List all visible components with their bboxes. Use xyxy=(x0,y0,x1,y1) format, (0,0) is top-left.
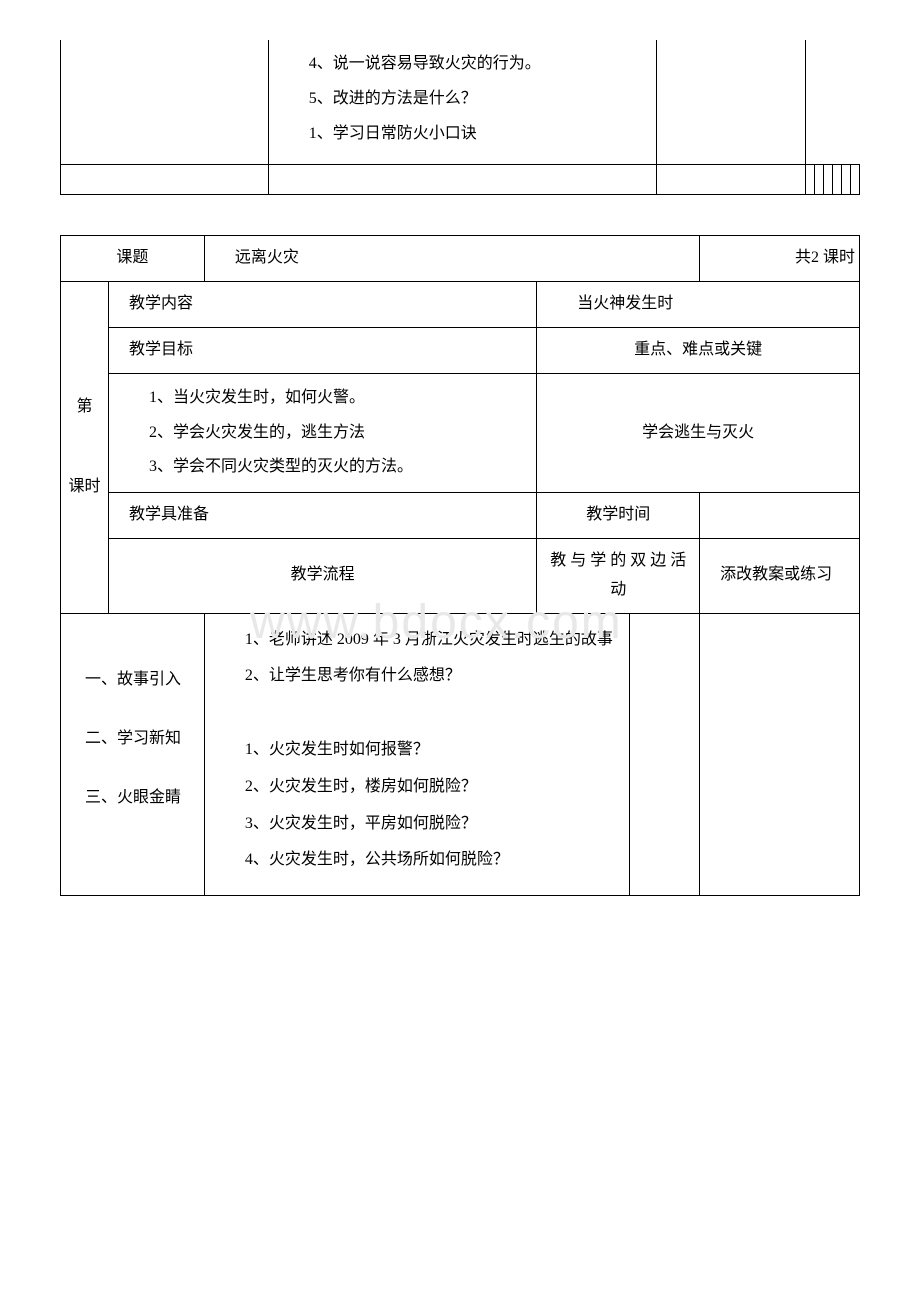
activity-blank xyxy=(213,699,621,728)
topic-value: 远离火灾 xyxy=(204,236,699,282)
period-label-1: 第 xyxy=(76,398,92,415)
materials-label: 教学具准备 xyxy=(108,493,536,539)
narrow-4 xyxy=(805,165,814,195)
narrow-3 xyxy=(657,165,806,195)
notes-cell-1 xyxy=(629,613,699,896)
notes-cell-2 xyxy=(700,613,860,896)
flow-sections-cell: 一、故事引入 二、学习新知 三、火眼金睛 xyxy=(61,613,205,896)
section-2: 二、学习新知 xyxy=(69,725,196,754)
activity-1: 1、老师讲述 2009 年 3 月浙江火灾发生时逃生的故事 xyxy=(213,626,621,655)
goal-label: 教学目标 xyxy=(108,327,536,373)
activity-4: 2、火灾发生时，楼房如何脱险？ xyxy=(213,773,621,802)
narrow-2 xyxy=(268,165,656,195)
content-label: 教学内容 xyxy=(108,282,536,328)
top-line-4: 1、学习日常防火小口诀 xyxy=(277,120,648,149)
top-empty-left xyxy=(61,40,269,165)
time-label: 教学时间 xyxy=(537,493,700,539)
time-value xyxy=(700,493,860,539)
topic-label: 课题 xyxy=(61,236,205,282)
period-vertical-cell: 第 课时 xyxy=(61,282,109,613)
narrow-6 xyxy=(823,165,832,195)
activities-label: 教 与 学 的 双 边 活 动 xyxy=(537,538,700,613)
goals-cell: 1、当火灾发生时，如何火警。 2、学会火灾发生的，逃生方法 3、学会不同火灾类型… xyxy=(108,373,536,492)
goal-2: 2、学会火灾发生的，逃生方法 xyxy=(117,419,528,448)
periods-label: 共2 课时 xyxy=(700,236,860,282)
narrow-8 xyxy=(841,165,850,195)
narrow-5 xyxy=(814,165,823,195)
flow-label: 教学流程 xyxy=(108,538,536,613)
activity-5: 3、火灾发生时，平房如何脱险？ xyxy=(213,810,621,839)
narrow-9 xyxy=(850,165,859,195)
section-3: 三、火眼金睛 xyxy=(69,784,196,813)
goal-1: 1、当火灾发生时，如何火警。 xyxy=(117,384,528,413)
key-points: 学会逃生与灭火 xyxy=(537,373,860,492)
top-empty-right xyxy=(657,40,806,165)
activities-cell: 1、老师讲述 2009 年 3 月浙江火灾发生时逃生的故事 2、让学生思考你有什… xyxy=(204,613,629,896)
main-lesson-table: 课题 远离火灾 共2 课时 第 课时 教学内容 当火神发生时 教学目标 重点、难… xyxy=(60,235,860,896)
top-narrow-row xyxy=(61,165,860,195)
top-line-1: 4、说一说容易导致火灾的行为。 xyxy=(277,50,648,79)
period-label-2: 课时 xyxy=(68,478,100,495)
goal-3: 3、学会不同火灾类型的灭火的方法。 xyxy=(117,453,528,482)
section-1: 一、故事引入 xyxy=(69,666,196,695)
top-content-cell: 4、说一说容易导致火灾的行为。 5、改进的方法是什么？ 1、学习日常防火小口诀 xyxy=(268,40,656,165)
notes-label: 添改教案或练习 xyxy=(700,538,860,613)
key-label: 重点、难点或关键 xyxy=(537,327,860,373)
activity-6: 4、火灾发生时，公共场所如何脱险？ xyxy=(213,846,621,875)
page-container: 4、说一说容易导致火灾的行为。 5、改进的方法是什么？ 1、学习日常防火小口诀 … xyxy=(60,40,860,896)
top-partial-table: 4、说一说容易导致火灾的行为。 5、改进的方法是什么？ 1、学习日常防火小口诀 xyxy=(60,40,860,195)
narrow-1 xyxy=(61,165,269,195)
content-value: 当火神发生时 xyxy=(537,282,860,328)
top-line-2: 5、改进的方法是什么？ xyxy=(277,85,648,114)
narrow-7 xyxy=(832,165,841,195)
activity-3: 1、火灾发生时如何报警？ xyxy=(213,736,621,765)
activity-2: 2、让学生思考你有什么感想？ xyxy=(213,662,621,691)
